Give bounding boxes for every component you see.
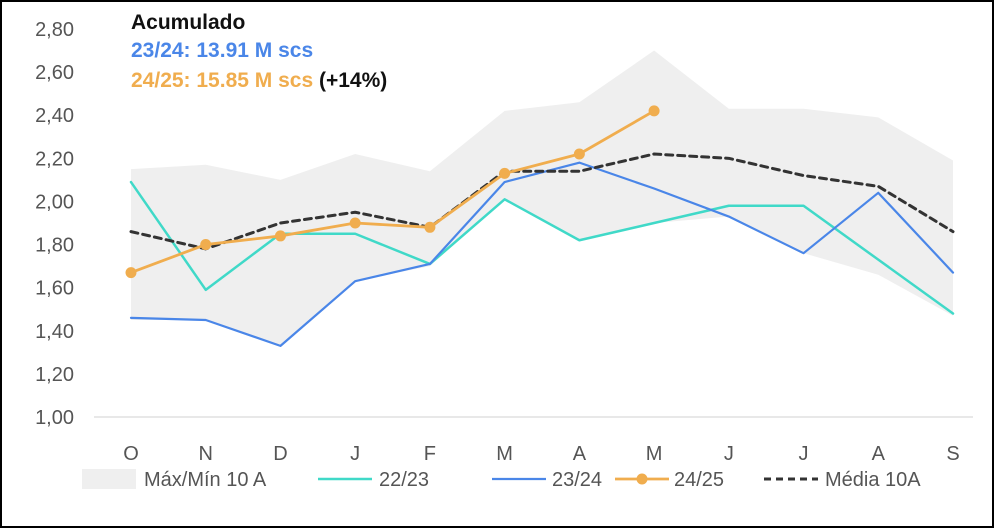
series-layer (125, 105, 955, 347)
x-tick-label: J (799, 443, 809, 465)
legend-label: 23/24 (552, 469, 602, 491)
y-tick-label: 2,60 (35, 62, 74, 84)
annotation-2425-pct: (+14%) (318, 69, 388, 92)
x-tick-label: A (573, 443, 587, 465)
y-tick-label: 1,00 (35, 407, 74, 429)
max-min-band (131, 50, 953, 346)
x-tick-label: M (496, 443, 513, 465)
x-tick-label: S (946, 443, 959, 465)
series-24-25-point (424, 221, 436, 233)
axis-layer: 1,00 1,20 1,40 1,60 1,80 2,00 2,20 2,40 2,60 2,80… (35, 19, 973, 465)
annotation-title: Acumulado (131, 11, 246, 34)
y-tick-label: 1,80 (35, 235, 74, 257)
x-tick-label: O (123, 443, 139, 465)
y-tick-label: 2,00 (35, 191, 74, 213)
legend-swatch-band (82, 469, 136, 489)
series-24-25-point (573, 148, 585, 160)
series-22-23-line (129, 180, 955, 315)
x-tick-label: A (872, 443, 886, 465)
y-tick-label: 1,20 (35, 364, 74, 386)
x-tick-label: M (646, 443, 663, 465)
series-24-25-point (648, 105, 660, 117)
x-tick-label: J (350, 443, 360, 465)
annotation-2324-total: 23/24: 13.91 M scs (131, 39, 314, 62)
x-tick-label: F (424, 443, 436, 465)
series-m-dia-10a-line (129, 152, 955, 251)
series-24-25-point (274, 230, 286, 242)
series-24-25-line (129, 109, 656, 274)
x-tick-label: D (273, 443, 287, 465)
x-tick-label: J (724, 443, 734, 465)
annotation-2425-total: 24/25: 15.85 M scs (+14%) (131, 68, 387, 94)
y-tick-label: 2,20 (35, 148, 74, 170)
legend-swatch-marker (636, 473, 648, 485)
series-24-25-point (349, 217, 361, 229)
y-tick-label: 1,40 (35, 321, 74, 343)
y-tick-label: 1,60 (35, 278, 74, 300)
series-24-25-point (125, 267, 137, 279)
y-tick-label: 2,40 (35, 105, 74, 127)
series-24-25-point (499, 167, 511, 179)
y-tick-label: 2,80 (35, 19, 74, 41)
annotation-2425-total-value: 24/25: 15.85 M scs (131, 69, 314, 92)
legend-label: Média 10A (825, 469, 921, 491)
legend-label: 22/23 (379, 469, 429, 491)
series-24-25-point (200, 239, 212, 251)
legend: Máx/Mín 10 A 22/23 23/24 24/25 Média 10A (82, 469, 921, 491)
x-tick-label: N (199, 443, 213, 465)
max-min-band-layer (131, 50, 953, 346)
legend-label: Máx/Mín 10 A (144, 469, 267, 491)
legend-label: 24/25 (674, 469, 724, 491)
